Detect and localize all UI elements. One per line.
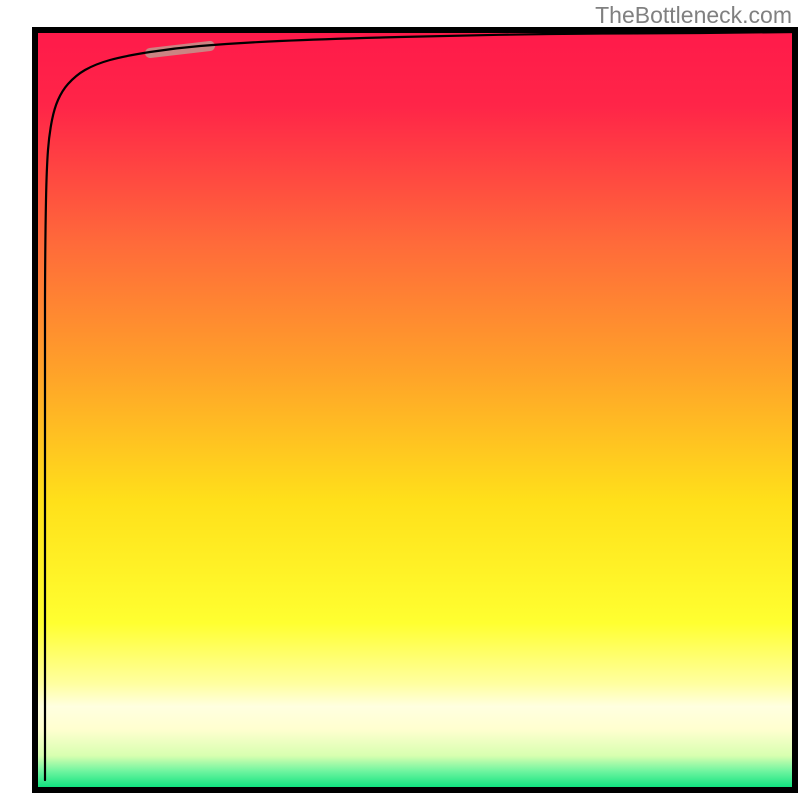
chart-root: TheBottleneck.com xyxy=(0,0,800,800)
plot-gradient-fill xyxy=(35,30,795,790)
chart-svg xyxy=(0,0,800,800)
watermark-text: TheBottleneck.com xyxy=(595,2,792,29)
